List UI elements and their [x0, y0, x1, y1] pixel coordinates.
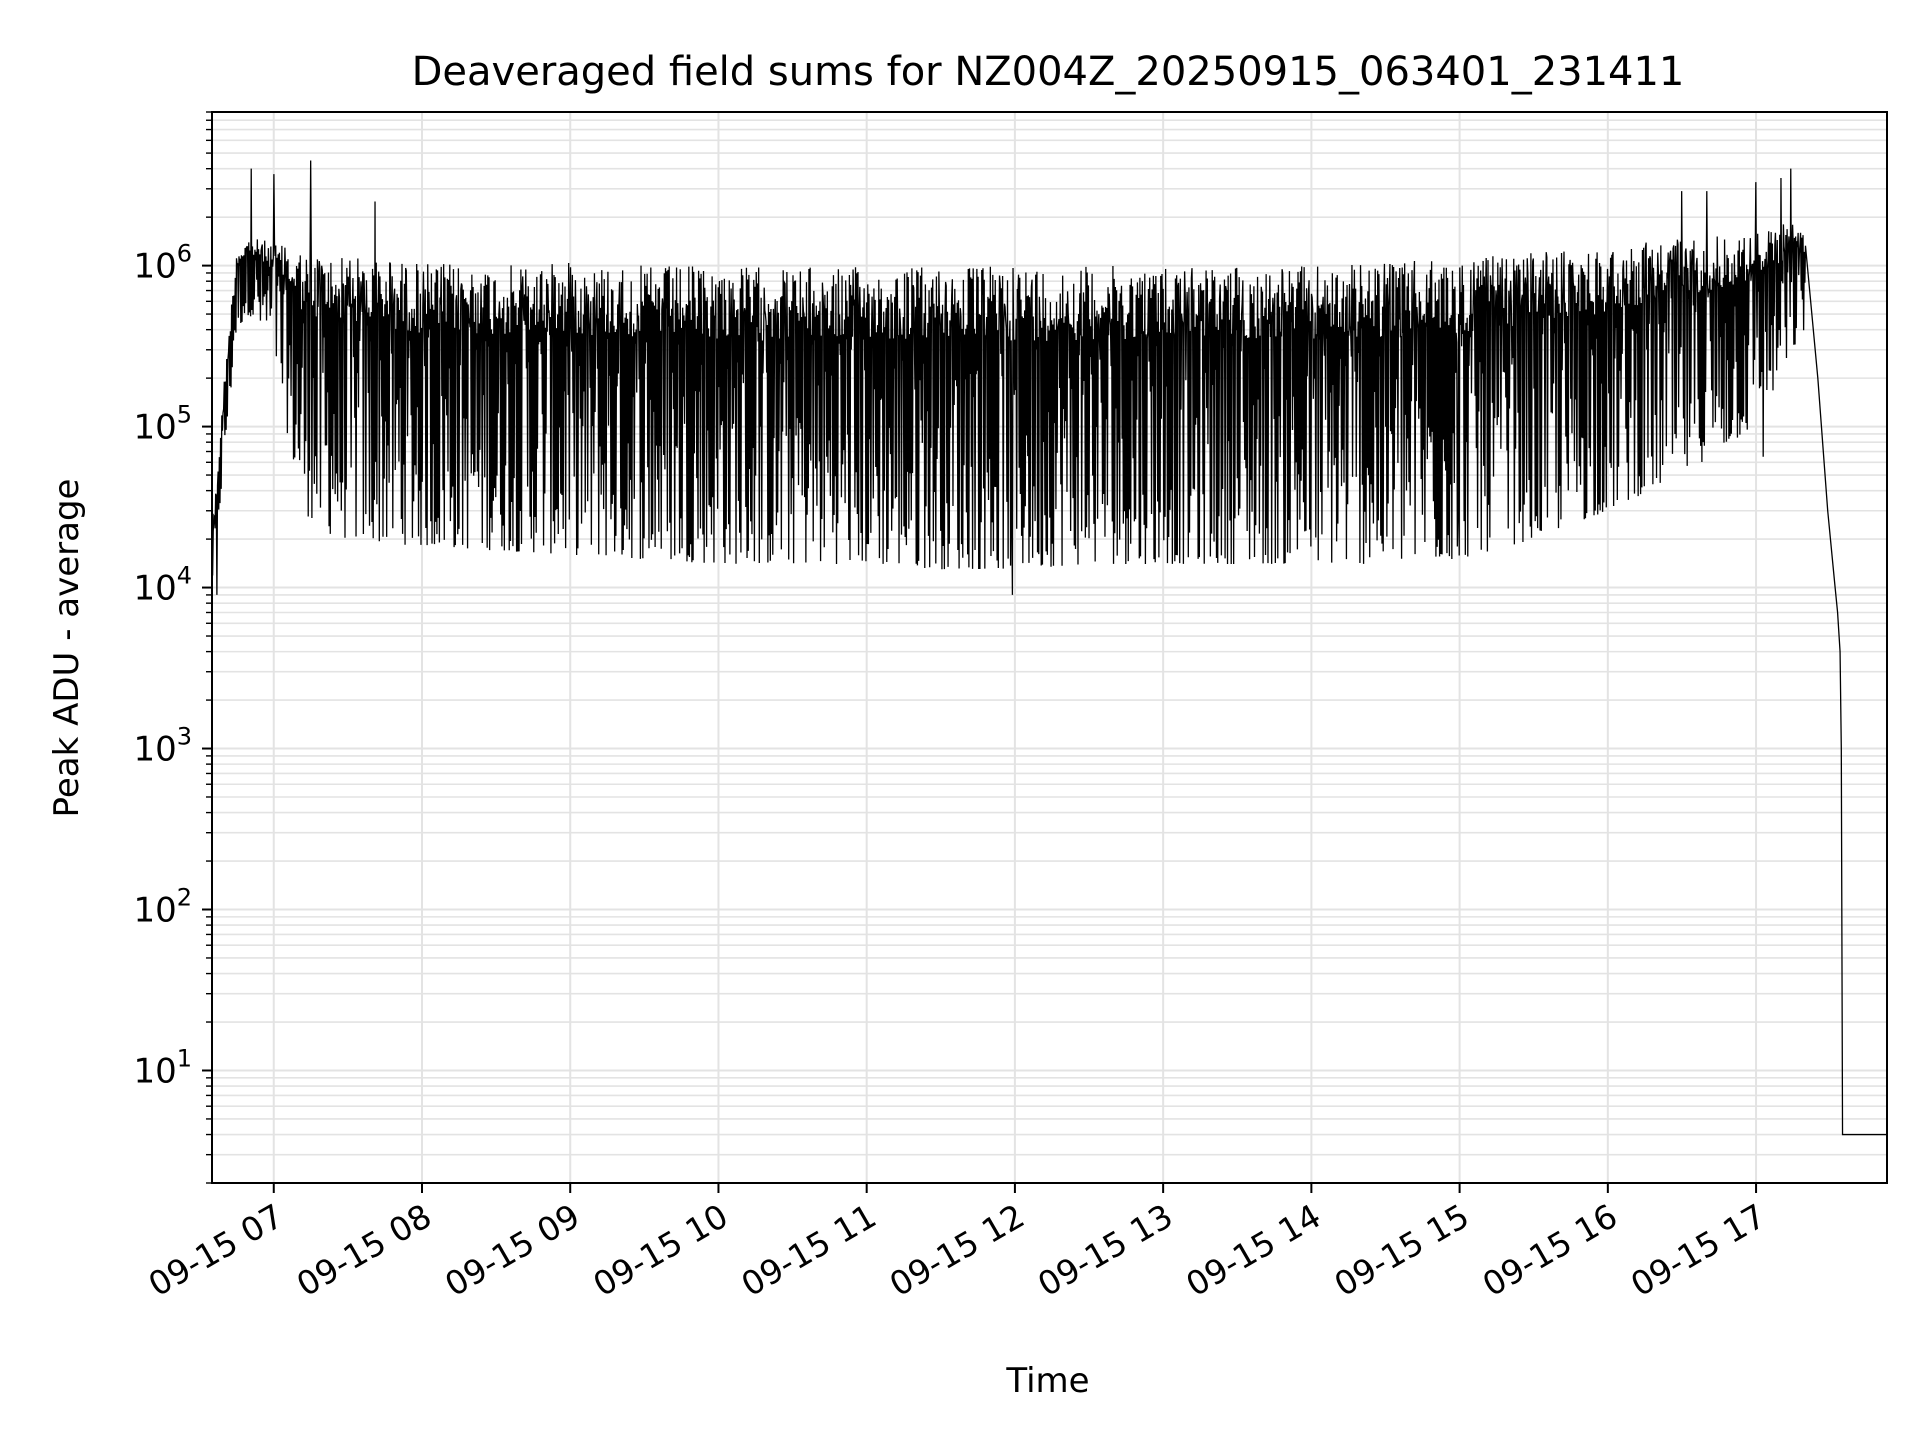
y-tick-base: 10: [133, 247, 176, 287]
y-tick-exponent: 2: [177, 884, 192, 912]
y-tick-exponent: 5: [177, 401, 192, 429]
plot-frame: [211, 111, 1888, 1184]
y-tick-base: 10: [133, 730, 176, 770]
chart-title: Deaveraged field sums for NZ004Z_2025091…: [412, 49, 1685, 95]
y-tick-base: 10: [133, 891, 176, 931]
y-tick-exponent: 6: [177, 240, 192, 268]
y-tick-base: 10: [133, 1051, 176, 1091]
y-tick-label: 105: [133, 401, 192, 448]
y-tick-base: 10: [133, 569, 176, 609]
y-tick-label: 104: [133, 562, 192, 609]
y-tick-base: 10: [133, 408, 176, 448]
y-tick-label: 103: [133, 723, 192, 770]
x-axis-label: Time: [1005, 1361, 1089, 1401]
y-tick-label: 101: [133, 1044, 192, 1091]
data-series: [211, 160, 1887, 1136]
y-tick-exponent: 3: [177, 723, 192, 751]
y-tick-exponent: 4: [177, 562, 192, 590]
y-axis-label: Peak ADU - average: [47, 479, 87, 818]
y-tick-label: 102: [133, 884, 192, 931]
y-tick-label: 106: [133, 240, 192, 287]
series-line: [211, 160, 1887, 1136]
y-tick-exponent: 1: [177, 1044, 192, 1072]
axis-ticks: [202, 111, 1758, 1193]
